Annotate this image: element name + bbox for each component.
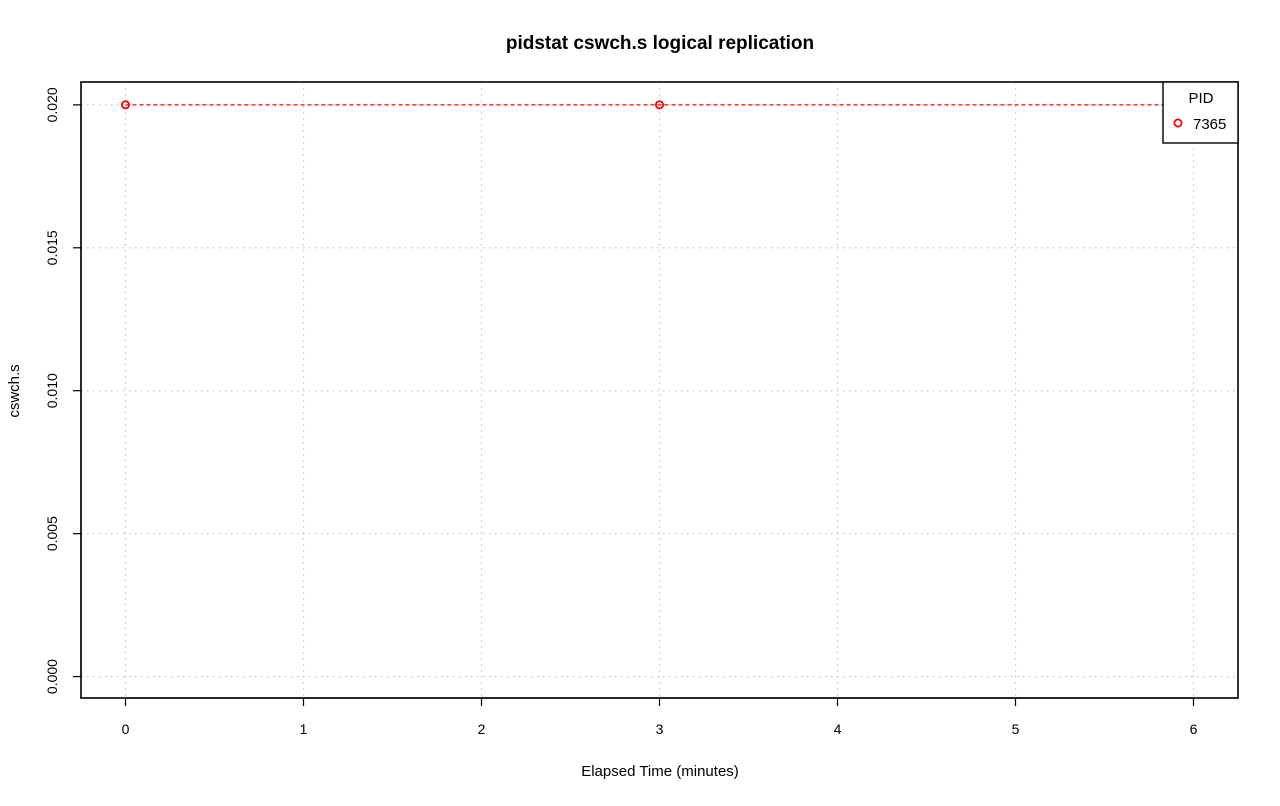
x-tick-label: 2 [478,721,486,737]
legend-title: PID [1188,90,1213,107]
x-tick-label: 0 [122,721,130,737]
plot-frame [80,81,1239,699]
x-tick-label: 3 [656,721,664,737]
data-point [655,100,665,110]
y-tick-label: 0.005 [44,516,60,551]
legend: PID 7365 [1162,81,1239,144]
x-axis-label: Elapsed Time (minutes) [581,763,739,780]
chart-title: pidstat cswch.s logical replication [506,33,814,54]
x-tick-label: 5 [1012,721,1020,737]
x-tick-label: 4 [834,721,842,737]
y-tick-label: 0.015 [44,230,60,265]
y-axis-label: cswch.s [6,364,23,417]
data-point [121,100,131,110]
y-tick-label: 0.010 [44,373,60,408]
y-tick-label: 0.020 [44,87,60,122]
axes-layer: 0 1 2 3 4 5 6 0.000 0.005 0.010 0.015 0.020 [44,87,1198,737]
legend-entry-label: 7365 [1193,116,1226,133]
x-tick-label: 1 [300,721,308,737]
x-tick-label: 6 [1190,721,1198,737]
y-tick-label: 0.000 [44,659,60,694]
legend-marker [1173,118,1183,128]
grid-layer [81,82,1238,698]
legend-box [1162,81,1239,144]
